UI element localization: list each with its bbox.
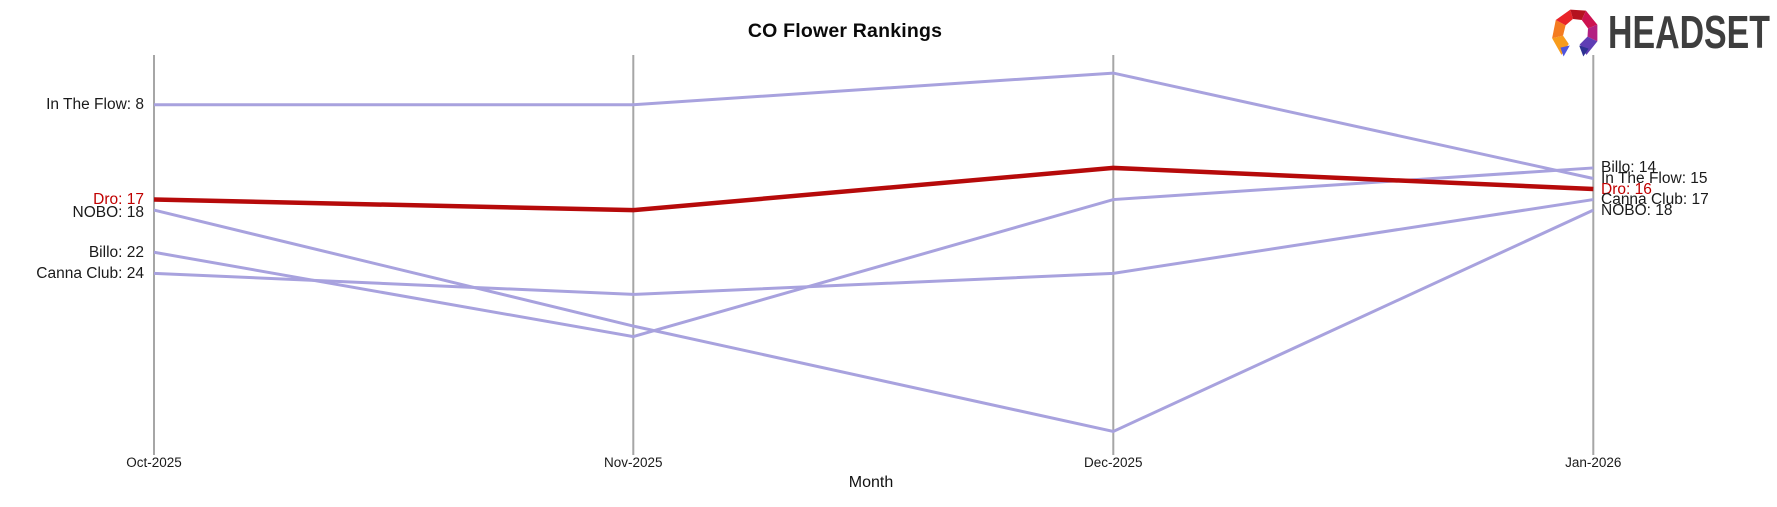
- endpoint-label-left: Billo: 22: [88, 243, 144, 261]
- series-line-in-the-flow: [154, 71, 1594, 180]
- headset-logo-text: HEADSET: [1608, 6, 1770, 58]
- headset-logo-icon: [1552, 9, 1598, 57]
- x-tick-label: Jan-2026: [1565, 455, 1621, 470]
- headset-logo: HEADSET: [1549, 5, 1774, 59]
- endpoint-label-left: Dro: 17: [93, 191, 144, 209]
- endpoint-label-left: In The Flow: 8: [46, 96, 144, 114]
- endpoint-label-left: NOBO: 18: [72, 203, 145, 221]
- headset-logo-wordmark: HEADSET: [1608, 6, 1770, 58]
- chart-title: CO Flower Rankings: [747, 20, 943, 42]
- endpoint-label-right: NOBO: 18: [1601, 201, 1673, 219]
- series-line-dro: [153, 165, 1594, 213]
- endpoint-label-right: Canna Club: 17: [1601, 191, 1709, 209]
- x-tick-label: Oct-2025: [126, 455, 182, 470]
- series-line-nobo: [153, 208, 1594, 434]
- endpoint-label-right: Dro: 16: [1601, 180, 1652, 198]
- x-tick-label: Dec-2025: [1084, 455, 1143, 470]
- endpoint-label-left: Canna Club: 24: [36, 264, 144, 282]
- x-tick-label: Nov-2025: [604, 455, 663, 470]
- series-line-canna-club: [153, 198, 1594, 296]
- x-axis-title: Month: [848, 474, 894, 491]
- endpoint-label-right: In The Flow: 15: [1601, 169, 1708, 187]
- endpoint-label-right: Billo: 14: [1601, 159, 1657, 177]
- series-line-billo: [153, 166, 1594, 339]
